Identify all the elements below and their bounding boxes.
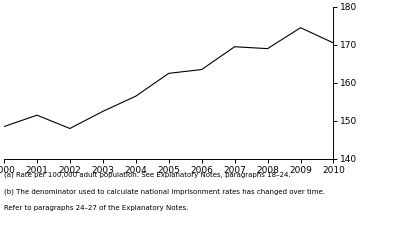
- Text: (b) The denominator used to calculate national imprisonment rates has changed ov: (b) The denominator used to calculate na…: [4, 188, 325, 195]
- Text: Refer to paragraphs 24–27 of the Explanatory Notes.: Refer to paragraphs 24–27 of the Explana…: [4, 205, 188, 211]
- Text: (a) Rate per 100,000 adult population. See Explanatory Notes, paragraphs 18–24.: (a) Rate per 100,000 adult population. S…: [4, 171, 291, 178]
